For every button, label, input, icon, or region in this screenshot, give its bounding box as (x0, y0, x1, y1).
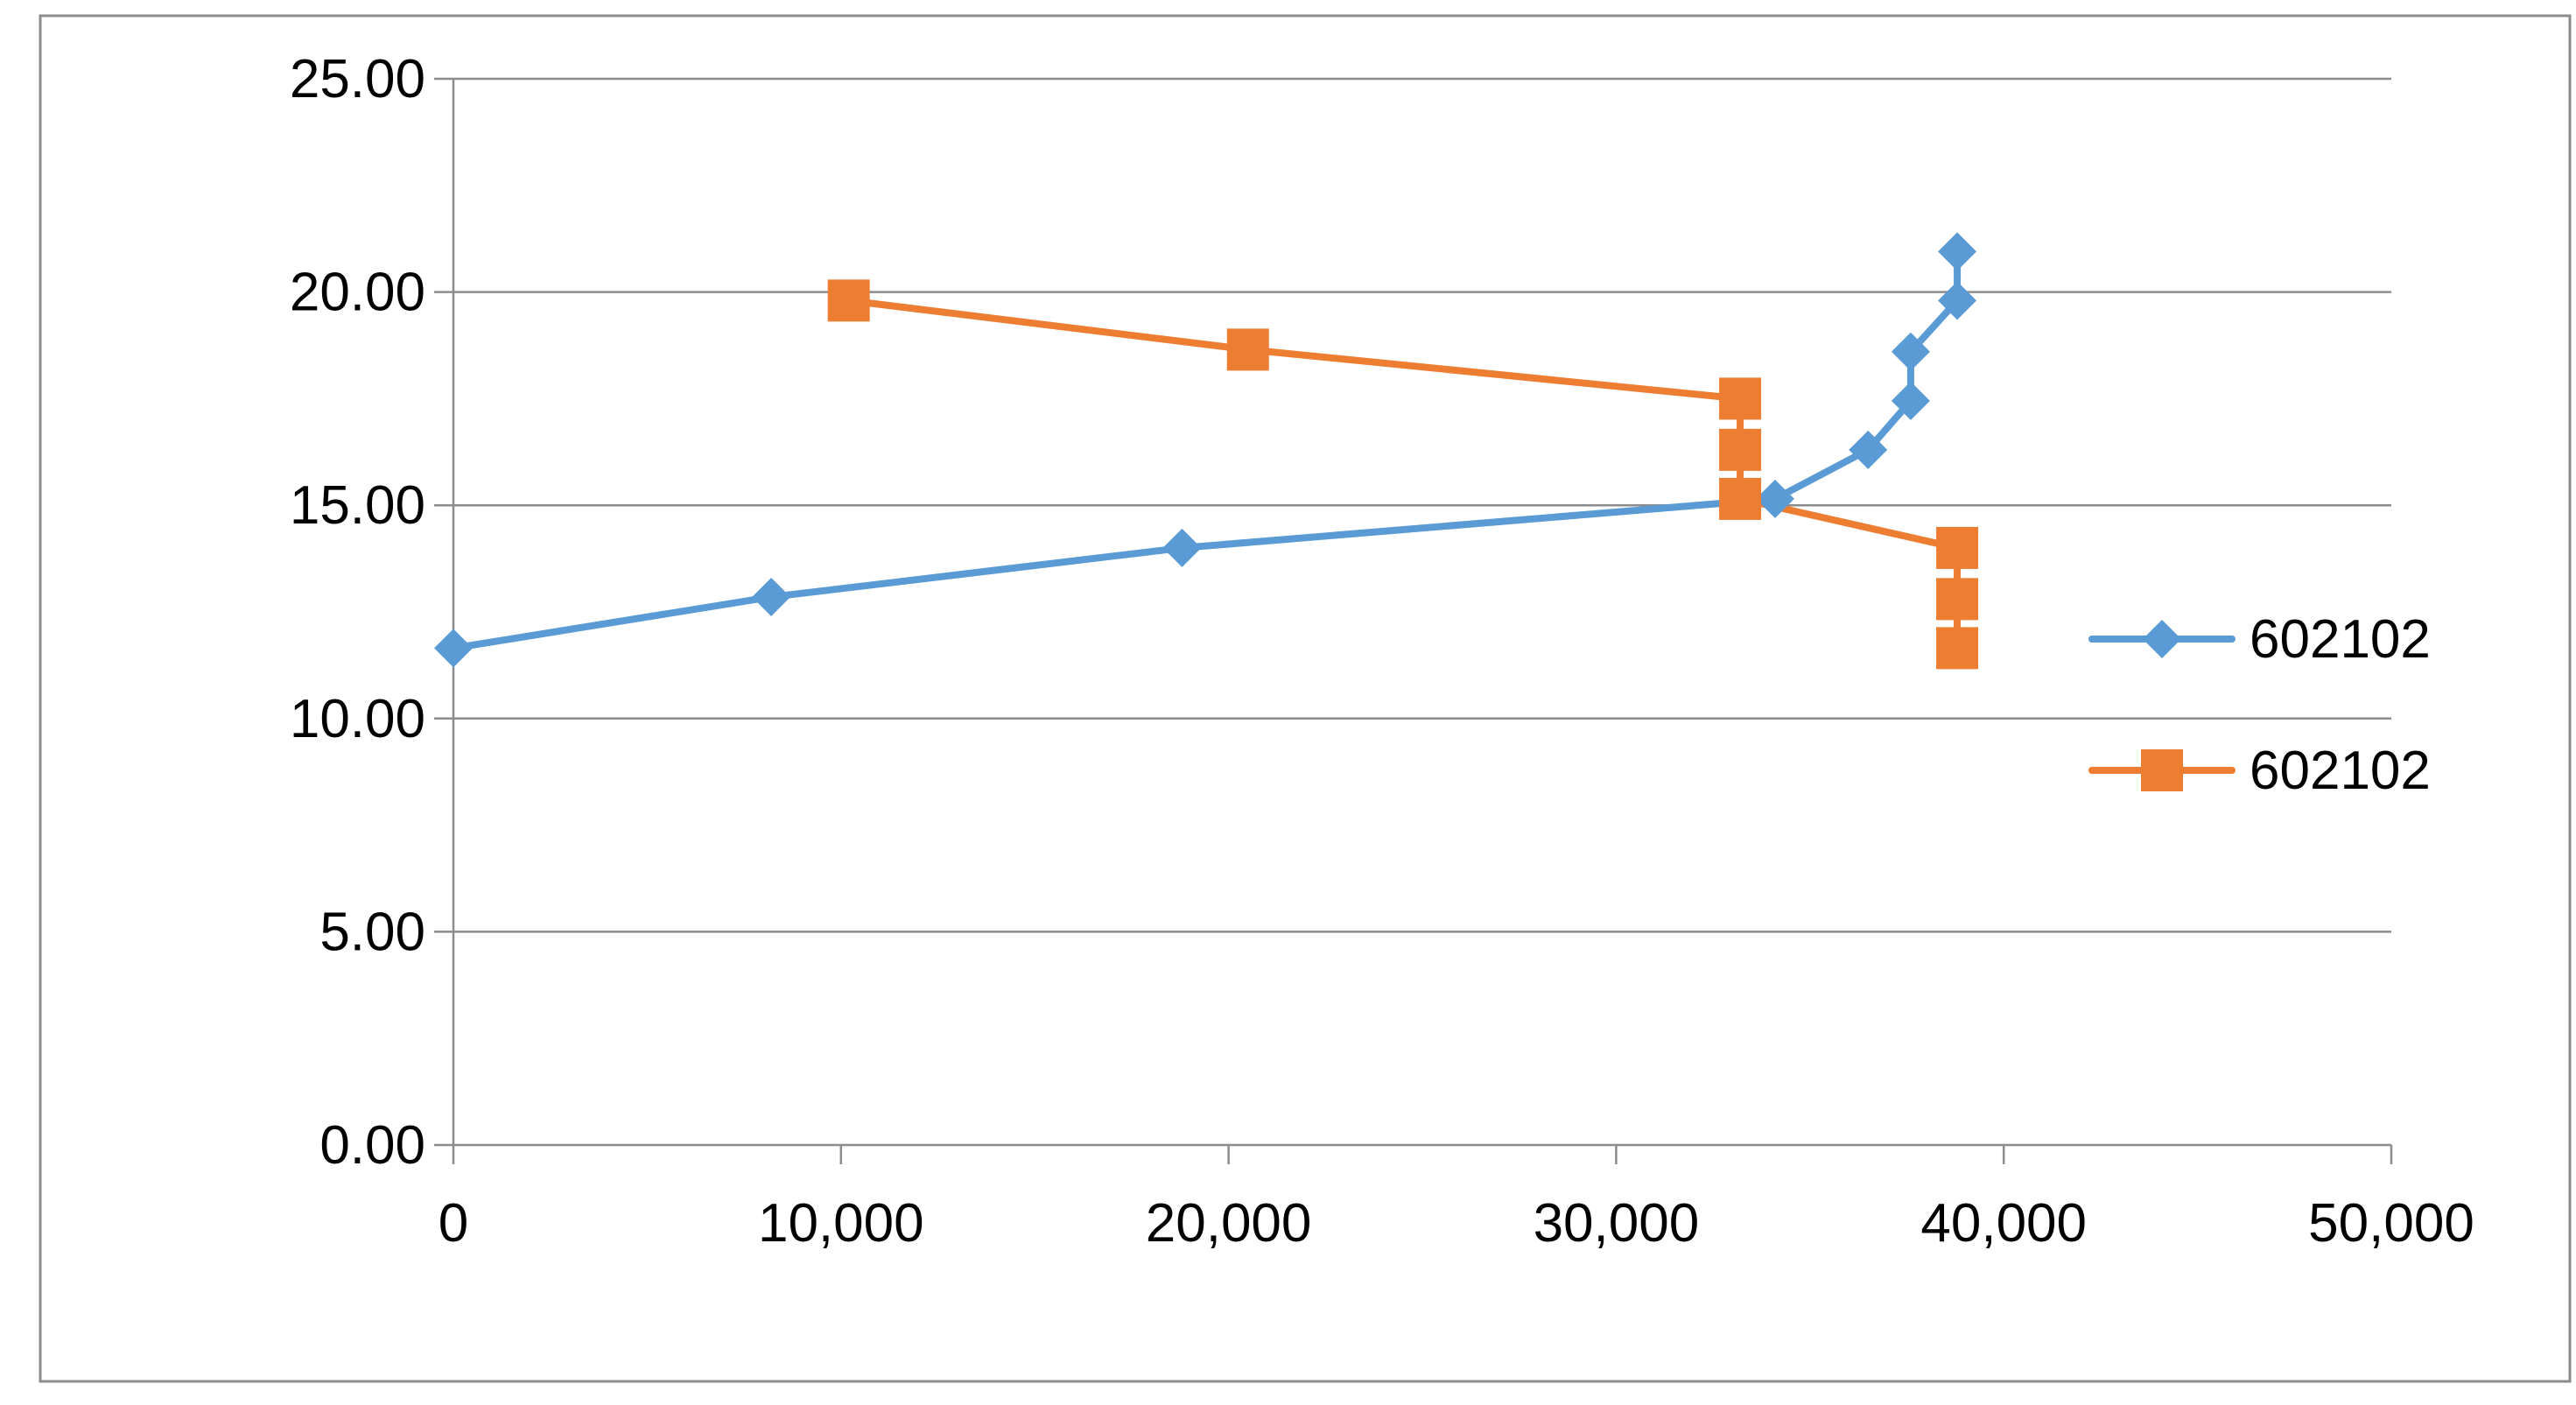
y-axis-ticks: 0.00 5.00 10.00 15.00 20.00 25.00 (290, 49, 453, 1176)
data-point-2 (827, 279, 870, 322)
data-point-2 (1936, 526, 1979, 569)
x-tick-label: 10,000 (758, 1193, 924, 1254)
data-point-2 (1936, 578, 1979, 621)
data-point-2 (1719, 477, 1762, 520)
data-point-1 (434, 629, 473, 668)
chart-border (39, 14, 2572, 1383)
data-point-2 (1719, 428, 1762, 471)
gridlines (453, 77, 2391, 933)
y-tick-label: 0.00 (319, 1115, 425, 1176)
legend-marker-2 (2141, 749, 2183, 791)
data-point-1 (1162, 528, 1202, 567)
data-point-2 (1719, 377, 1762, 420)
data-point-1 (1891, 332, 1930, 371)
x-tick-label: 40,000 (1920, 1193, 2087, 1254)
legend-label-1: 602102 (2250, 609, 2431, 670)
x-axis-ticks: 0 10,000 20,000 30,000 40,000 50,000 (439, 1145, 2474, 1254)
x-tick-label: 0 (439, 1193, 468, 1254)
data-point-1 (1849, 430, 1888, 469)
y-tick-label: 10.00 (290, 689, 425, 749)
data-point-2 (1936, 627, 1979, 670)
y-tick-label: 25.00 (290, 49, 425, 109)
legend-label-2: 602102 (2250, 741, 2431, 801)
data-point-1 (1891, 381, 1930, 420)
data-point-1 (752, 577, 791, 616)
x-tick-label: 20,000 (1146, 1193, 1312, 1254)
y-tick-label: 15.00 (290, 475, 425, 536)
data-point-1 (1755, 479, 1794, 518)
data-point-1 (1938, 281, 1977, 320)
x-tick-label: 30,000 (1534, 1193, 1700, 1254)
legend-marker-1 (2143, 620, 2181, 658)
axes (452, 79, 2391, 1147)
y-tick-label: 20.00 (290, 263, 425, 323)
y-tick-label: 5.00 (319, 902, 425, 962)
legend: 602102 602102 (2088, 609, 2431, 801)
series-markers (434, 232, 1979, 670)
data-point-1 (1938, 232, 1977, 271)
x-tick-label: 50,000 (2308, 1193, 2474, 1254)
data-point-2 (1226, 328, 1269, 371)
